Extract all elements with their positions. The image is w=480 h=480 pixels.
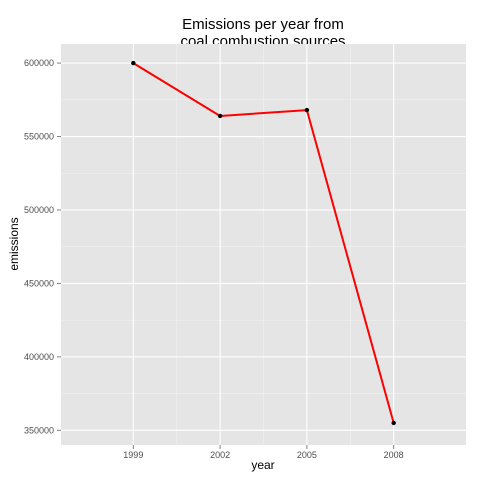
data-point (391, 421, 395, 425)
x-axis-label: year (251, 458, 274, 472)
data-point (218, 114, 222, 118)
data-point (131, 61, 135, 65)
x-tick-label: 2008 (384, 450, 404, 460)
y-axis-label: emissions (7, 217, 21, 270)
y-tick-label: 450000 (24, 278, 54, 288)
chart-title-line-1: Emissions per year from (182, 16, 344, 33)
x-tick-label: 2005 (297, 450, 317, 460)
x-tick-label: 1999 (123, 450, 143, 460)
y-tick-label: 600000 (24, 58, 54, 68)
y-tick-label: 500000 (24, 205, 54, 215)
y-tick-label: 400000 (24, 352, 54, 362)
y-tick-label: 350000 (24, 425, 54, 435)
x-tick-label: 2002 (210, 450, 230, 460)
data-point (305, 108, 309, 112)
y-tick-label: 550000 (24, 132, 54, 142)
